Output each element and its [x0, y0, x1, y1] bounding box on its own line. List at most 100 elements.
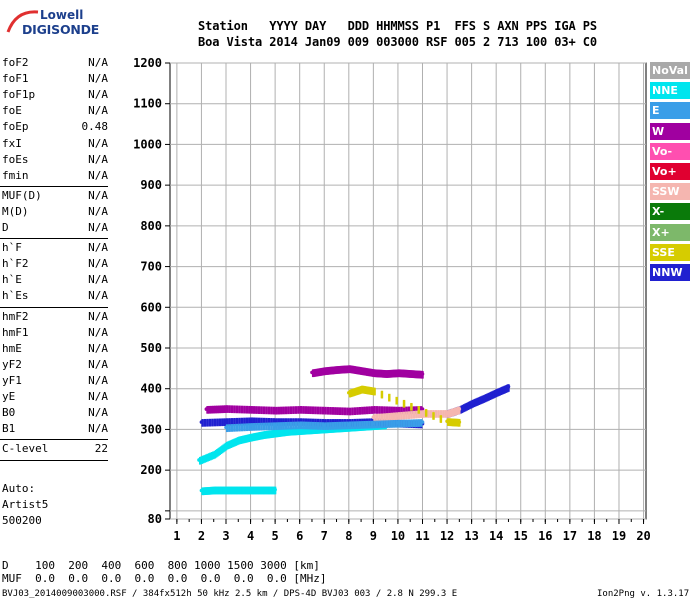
data-point	[277, 427, 280, 429]
data-point	[334, 424, 337, 426]
data-point	[250, 428, 253, 430]
data-point	[257, 438, 261, 440]
data-point	[358, 411, 362, 413]
data-point	[262, 423, 266, 426]
data-point	[220, 410, 223, 413]
data-point	[506, 387, 509, 390]
data-point	[214, 486, 218, 489]
param-row: foF2 N/A	[2, 56, 108, 70]
data-point	[244, 488, 247, 491]
data-point	[241, 491, 245, 494]
data-point	[282, 408, 285, 411]
data-point	[237, 491, 240, 494]
data-point	[366, 386, 369, 389]
data-point	[259, 491, 262, 494]
data-point	[211, 422, 214, 425]
data-point	[254, 435, 257, 437]
data-point	[367, 372, 370, 375]
data-point	[375, 410, 379, 412]
data-point	[418, 374, 422, 377]
data-point	[221, 492, 224, 495]
data-point	[450, 412, 454, 415]
data-point	[220, 409, 223, 412]
data-point	[262, 491, 266, 494]
data-point	[343, 410, 347, 413]
data-point	[212, 486, 215, 489]
data-point	[296, 428, 299, 431]
data-point	[408, 376, 412, 378]
data-point	[370, 424, 374, 427]
data-point	[374, 422, 377, 424]
data-point	[294, 426, 298, 429]
data-point	[267, 486, 271, 489]
data-point	[422, 410, 425, 412]
data-point	[268, 435, 272, 438]
data-point	[238, 442, 241, 445]
data-point	[310, 432, 314, 435]
data-point	[228, 445, 231, 448]
data-point	[276, 429, 279, 432]
data-point	[350, 395, 353, 398]
data-point	[331, 422, 335, 424]
data-point	[385, 417, 389, 419]
data-point	[314, 431, 317, 433]
data-point	[336, 422, 339, 425]
data-point	[311, 374, 315, 377]
data-point	[354, 428, 358, 431]
data-point	[380, 409, 384, 411]
data-point	[255, 487, 258, 490]
data-point	[214, 491, 218, 494]
data-point	[340, 365, 343, 368]
data-point	[368, 371, 371, 374]
data-point	[345, 429, 348, 431]
data-point	[264, 486, 267, 489]
data-point	[338, 365, 342, 368]
data-point	[245, 435, 249, 438]
data-point	[368, 410, 371, 413]
data-point	[270, 408, 273, 411]
data-point	[243, 440, 246, 443]
data-point	[357, 392, 360, 395]
data-point	[405, 373, 408, 376]
data-point	[277, 410, 280, 413]
data-point	[313, 429, 316, 431]
data-point	[394, 372, 397, 375]
data-point	[310, 370, 314, 375]
data-point	[245, 439, 249, 442]
data-point	[289, 412, 293, 415]
data-point	[397, 373, 401, 376]
data-point	[402, 373, 406, 376]
data-point	[331, 426, 335, 428]
data-point	[366, 387, 369, 390]
data-point	[406, 374, 409, 376]
data-point	[380, 418, 384, 421]
data-point	[410, 426, 413, 428]
data-point	[368, 425, 371, 428]
data-point	[218, 419, 222, 422]
data-point	[264, 492, 267, 495]
data-point	[368, 421, 371, 424]
data-point	[280, 409, 283, 412]
data-point	[273, 419, 277, 424]
data-point	[316, 371, 320, 374]
data-point	[502, 389, 505, 391]
data-point	[331, 371, 335, 374]
data-point	[381, 426, 385, 429]
data-point	[230, 407, 234, 410]
data-point	[352, 429, 355, 432]
data-point	[219, 452, 223, 455]
data-point	[362, 368, 365, 371]
data-point	[314, 427, 317, 429]
data-point	[388, 417, 391, 419]
param-value: N/A	[88, 221, 108, 234]
data-point	[405, 414, 408, 417]
data-point	[251, 436, 255, 439]
data-point	[266, 433, 269, 436]
data-point	[367, 428, 370, 431]
data-point	[326, 420, 330, 422]
data-point	[206, 406, 209, 408]
data-point	[214, 408, 217, 411]
data-point	[373, 424, 376, 427]
data-point	[356, 426, 359, 428]
data-point	[487, 394, 490, 397]
